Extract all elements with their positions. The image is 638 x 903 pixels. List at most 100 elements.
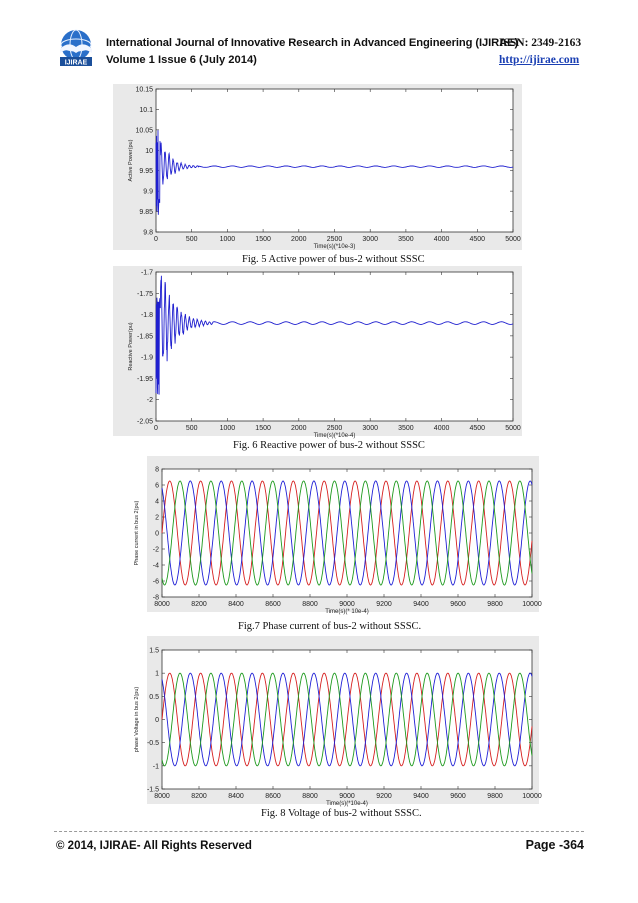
y-tick-label: -1.9 — [141, 355, 153, 362]
journal-title: International Journal of Innovative Rese… — [106, 37, 519, 49]
y-tick-label: 0.5 — [149, 694, 159, 701]
x-tick-label: 2500 — [327, 425, 343, 432]
chart-5: 0 500 1000 1500 2000 2500 3000 3500 4000 4500 5000… — [113, 84, 522, 250]
x-tick-label: 9200 — [376, 793, 392, 800]
y-tick-label: 10 — [145, 148, 153, 155]
x-tick-label: 0 — [154, 425, 158, 432]
x-tick-label: 1500 — [255, 236, 271, 243]
x-tick-label: 9000 — [339, 793, 355, 800]
y-tick-label: -1.75 — [137, 291, 153, 298]
x-tick-label: 8200 — [191, 601, 207, 608]
plot-area — [155, 271, 514, 422]
x-tick-label: 5000 — [505, 236, 521, 243]
y-axis-label: Reactive Power(pu) — [128, 322, 134, 370]
x-tick-label: 8000 — [154, 793, 170, 800]
figure-7-caption: Fig.7 Phase current of bus-2 without SSS… — [238, 621, 422, 632]
x-tick-label: 2000 — [291, 425, 307, 432]
x-tick-label: 8800 — [302, 601, 318, 608]
phase-1-line — [161, 480, 533, 586]
logo-text: IJIRAE — [65, 60, 88, 67]
chart-7: 8000 8200 8400 8600 8800 9000 9200 9400 9600 9800… — [134, 456, 542, 615]
copyright-notice: © 2014, IJIRAE- All Rights Reserved — [56, 840, 252, 852]
issn-label: ISSN: 2349-2163 — [499, 37, 582, 49]
y-tick-label: 10.1 — [139, 107, 153, 114]
page-number: Page -364 — [525, 838, 584, 852]
y-tick-label: -6 — [153, 579, 159, 586]
y-axis-label: Active Power(pu) — [128, 139, 134, 181]
y-tick-label: -8 — [153, 595, 159, 602]
phase-1-line — [161, 672, 533, 767]
y-tick-label: 10.15 — [135, 87, 153, 94]
y-tick-label: 10.05 — [135, 127, 153, 134]
x-tick-label: 1000 — [220, 425, 236, 432]
y-tick-label: 4 — [155, 499, 159, 506]
y-tick-label: -0.5 — [147, 740, 159, 747]
y-tick-label: -2 — [147, 397, 153, 404]
x-tick-label: 500 — [186, 236, 198, 243]
x-tick-label: 4500 — [470, 236, 486, 243]
x-axis-label: Time(s)(*10e-4) — [326, 801, 368, 807]
x-tick-label: 9400 — [413, 601, 429, 608]
y-tick-label: -4 — [153, 563, 159, 570]
x-tick-label: 3500 — [398, 425, 414, 432]
x-tick-label: 0 — [154, 236, 158, 243]
x-tick-label: 9800 — [487, 601, 503, 608]
y-tick-label: 2 — [155, 515, 159, 522]
y-tick-label: -1 — [153, 763, 159, 770]
x-tick-label: 8800 — [302, 793, 318, 800]
x-tick-label: 4000 — [434, 425, 450, 432]
x-tick-label: 9600 — [450, 601, 466, 608]
footer-divider — [54, 831, 584, 832]
x-tick-label: 4000 — [434, 236, 450, 243]
x-tick-label: 1500 — [255, 425, 271, 432]
journal-logo-icon: IJIRAE — [60, 29, 92, 67]
figure-8-caption: Fig. 8 Voltage of bus-2 without SSSC. — [261, 808, 422, 819]
x-tick-label: 4500 — [470, 425, 486, 432]
x-tick-label: 9800 — [487, 793, 503, 800]
y-tick-label: 1.5 — [149, 648, 159, 655]
x-tick-label: 9200 — [376, 601, 392, 608]
x-tick-label: 8000 — [154, 601, 170, 608]
x-tick-label: 3000 — [362, 236, 378, 243]
x-tick-label: 2500 — [327, 236, 343, 243]
phase-2-line — [161, 672, 533, 767]
y-tick-label: 0 — [155, 531, 159, 538]
x-tick-label: 10000 — [522, 793, 542, 800]
y-tick-label: -1.5 — [147, 787, 159, 794]
volume-issue: Volume 1 Issue 6 (July 2014) — [106, 54, 257, 66]
x-tick-label: 3500 — [398, 236, 414, 243]
phase-3-line — [161, 480, 533, 586]
series-line — [155, 130, 514, 215]
x-tick-label: 8600 — [265, 601, 281, 608]
x-axis-label: Time(s)(*10e-3) — [314, 244, 356, 250]
y-axis-label: phase Voltage in bus 2(pu) — [134, 687, 140, 753]
x-tick-label: 9600 — [450, 793, 466, 800]
phase-3-line — [161, 672, 533, 767]
plot-area — [155, 88, 514, 233]
y-tick-label: 9.95 — [139, 168, 153, 175]
x-tick-label: 2000 — [291, 236, 307, 243]
x-tick-label: 5000 — [505, 425, 521, 432]
x-tick-label: 3000 — [362, 425, 378, 432]
x-tick-label: 8400 — [228, 793, 244, 800]
x-tick-label: 9000 — [339, 601, 355, 608]
y-tick-label: -2 — [153, 547, 159, 554]
phase-2-line — [161, 480, 533, 586]
journal-link[interactable]: http://ijirae.com — [499, 54, 580, 66]
y-tick-label: -1.85 — [137, 333, 153, 340]
x-axis-label: Time(s)(*10e-4) — [314, 433, 356, 439]
x-tick-label: 8600 — [265, 793, 281, 800]
y-tick-label: -1.7 — [141, 270, 153, 277]
y-tick-label: -1.8 — [141, 312, 153, 319]
y-tick-label: 9.8 — [143, 230, 153, 237]
y-tick-label: 1 — [155, 671, 159, 678]
x-tick-label: 8200 — [191, 793, 207, 800]
x-tick-label: 10000 — [522, 601, 542, 608]
y-tick-label: 6 — [155, 483, 159, 490]
series-line — [155, 275, 514, 395]
y-tick-label: 9.85 — [139, 209, 153, 216]
y-tick-label: 8 — [155, 467, 159, 474]
y-tick-label: -2.05 — [137, 419, 153, 426]
y-axis-label: Phase current in bus 2(pu) — [134, 500, 140, 565]
